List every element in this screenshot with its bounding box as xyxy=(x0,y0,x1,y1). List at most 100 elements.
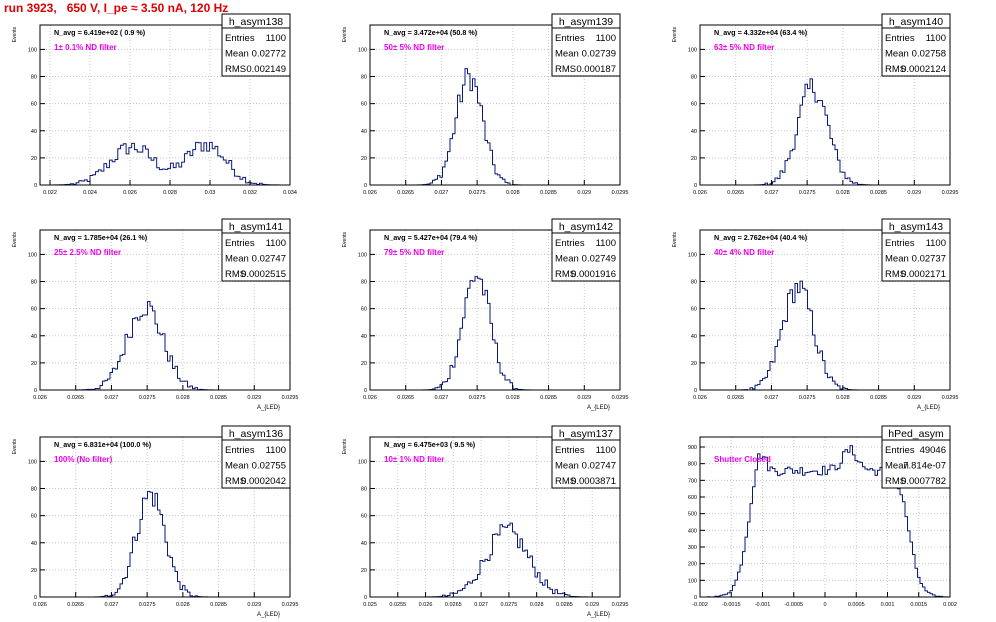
x-tick-label: 0.0295 xyxy=(282,602,299,608)
x-axis-title: A_{LED} xyxy=(587,405,610,411)
stats-value-mean: 0.02747 xyxy=(582,461,616,472)
y-tick-label: 80 xyxy=(31,280,37,286)
x-tick-label: 0.0015 xyxy=(910,602,927,608)
x-tick-label: 0.029 xyxy=(247,602,261,608)
stats-value-rms: 0.0002515 xyxy=(241,269,286,280)
histogram-bars xyxy=(700,78,950,186)
stats-label-rms: RMS xyxy=(225,64,246,75)
x-tick-label: 0.024 xyxy=(83,190,97,196)
stats-value-mean: 0.02739 xyxy=(582,49,616,60)
stats-box-title: h_asym139 xyxy=(559,16,613,28)
x-tick-label: 0.032 xyxy=(243,190,257,196)
x-tick-label: 0.0275 xyxy=(500,602,517,608)
y-tick-label: 0 xyxy=(34,595,37,601)
y-tick-label: 60 xyxy=(31,307,37,313)
stats-label-mean: Mean xyxy=(885,461,909,472)
stats-value-rms: 0.000187 xyxy=(576,64,616,75)
stats-value-entries: 1100 xyxy=(266,238,286,249)
y-tick-label: 0 xyxy=(364,388,367,394)
x-tick-label: 0.027 xyxy=(474,602,488,608)
stats-box xyxy=(551,232,621,282)
stats-label-mean: Mean xyxy=(225,49,249,60)
y-axis-title: Events xyxy=(12,27,18,43)
y-axis-title: Events xyxy=(342,232,348,248)
y-tick-label: 0 xyxy=(694,183,697,189)
x-tick-label: 0.0265 xyxy=(727,190,744,196)
x-tick-label: 0.022 xyxy=(43,190,57,196)
y-tick-label: 40 xyxy=(31,129,37,135)
stats-box xyxy=(551,439,621,489)
x-tick-label: 0.0005 xyxy=(848,602,865,608)
y-tick-label: 20 xyxy=(31,361,37,367)
x-tick-label: 0.028 xyxy=(836,190,850,196)
y-tick-label: 0 xyxy=(34,388,37,394)
stats-label-entries: Entries xyxy=(885,445,915,456)
stats-label-rms: RMS xyxy=(885,269,906,280)
y-tick-label: 100 xyxy=(688,578,697,584)
x-tick-label: 0.029 xyxy=(585,602,599,608)
x-tick-label: 0.026 xyxy=(693,190,707,196)
stats-box-title: hPed_asym xyxy=(888,428,944,440)
x-tick-label: 0.027 xyxy=(105,602,119,608)
y-axis-title: Events xyxy=(672,232,678,248)
stats-label-entries: Entries xyxy=(555,238,585,249)
stats-box-title: h_asym143 xyxy=(889,221,943,233)
x-tick-label: 0.0295 xyxy=(612,395,629,401)
y-tick-label: 20 xyxy=(361,361,367,367)
histogram-panel-h_asym140: 0.026 0.0265 0.027 0.0275 0.028 0.0285 0.029 0.… xyxy=(672,13,959,196)
x-tick-label: 0.0285 xyxy=(210,395,227,401)
stats-label-entries: Entries xyxy=(225,238,255,249)
x-tick-label: 0.026 xyxy=(33,395,47,401)
stats-box xyxy=(881,232,951,282)
filter-label: Shutter Closed xyxy=(714,455,771,464)
x-tick-label: 0.026 xyxy=(693,395,707,401)
filter-label: 25± 2.5% ND filter xyxy=(54,248,121,257)
y-tick-label: 100 xyxy=(358,459,367,465)
y-tick-label: 0 xyxy=(694,595,697,601)
x-axis-title: A_{LED} xyxy=(587,612,610,618)
y-tick-label: 60 xyxy=(361,514,367,520)
x-tick-label: -0.002 xyxy=(692,602,708,608)
navg-label: N_avg = 3.472e+04 (50.8 %) xyxy=(384,28,478,37)
x-tick-label: 0.028 xyxy=(836,395,850,401)
y-tick-label: 40 xyxy=(31,334,37,340)
x-tick-label: 0.0285 xyxy=(210,602,227,608)
stats-value-mean: 0.02737 xyxy=(912,254,946,265)
x-tick-label: 0.0295 xyxy=(612,190,629,196)
stats-value-rms: 0.0003871 xyxy=(571,476,616,487)
stats-label-entries: Entries xyxy=(555,33,585,44)
navg-label: N_avg = 2.762e+04 (40.4 %) xyxy=(714,233,808,242)
y-tick-label: 80 xyxy=(361,487,367,493)
x-tick-label: 0.0295 xyxy=(942,190,959,196)
y-tick-label: 700 xyxy=(688,478,697,484)
x-tick-label: 0.0285 xyxy=(540,190,557,196)
y-tick-label: 0 xyxy=(364,183,367,189)
plot-frame xyxy=(369,229,621,391)
x-tick-label: 0.0265 xyxy=(397,190,414,196)
plot-frame xyxy=(39,436,291,598)
stats-label-entries: Entries xyxy=(225,445,255,456)
stats-box-title: h_asym136 xyxy=(229,428,283,440)
stats-box-title: h_asym138 xyxy=(229,16,283,28)
x-tick-label: 0.0265 xyxy=(397,395,414,401)
stats-value-mean: 0.02772 xyxy=(252,49,286,60)
stats-box-title: h_asym137 xyxy=(559,428,613,440)
filter-label: 40± 4% ND filter xyxy=(714,248,774,257)
stats-value-rms: 0.0002124 xyxy=(901,64,946,75)
x-tick-label: 0.002 xyxy=(943,602,957,608)
y-tick-label: 400 xyxy=(688,528,697,534)
x-tick-label: 0.026 xyxy=(33,602,47,608)
x-axis-title: A_{LED} xyxy=(917,405,940,411)
stats-box xyxy=(881,27,951,77)
y-tick-label: 500 xyxy=(688,512,697,518)
x-tick-label: 0.027 xyxy=(435,395,449,401)
y-tick-label: 60 xyxy=(691,102,697,108)
x-tick-label: 0.026 xyxy=(419,602,433,608)
x-tick-label: 0.027 xyxy=(765,395,779,401)
plot-frame xyxy=(39,24,291,186)
stats-value-entries: 49046 xyxy=(920,445,946,456)
stats-value-entries: 1100 xyxy=(926,238,946,249)
x-tick-label: -0.001 xyxy=(755,602,771,608)
y-tick-label: 60 xyxy=(361,102,367,108)
